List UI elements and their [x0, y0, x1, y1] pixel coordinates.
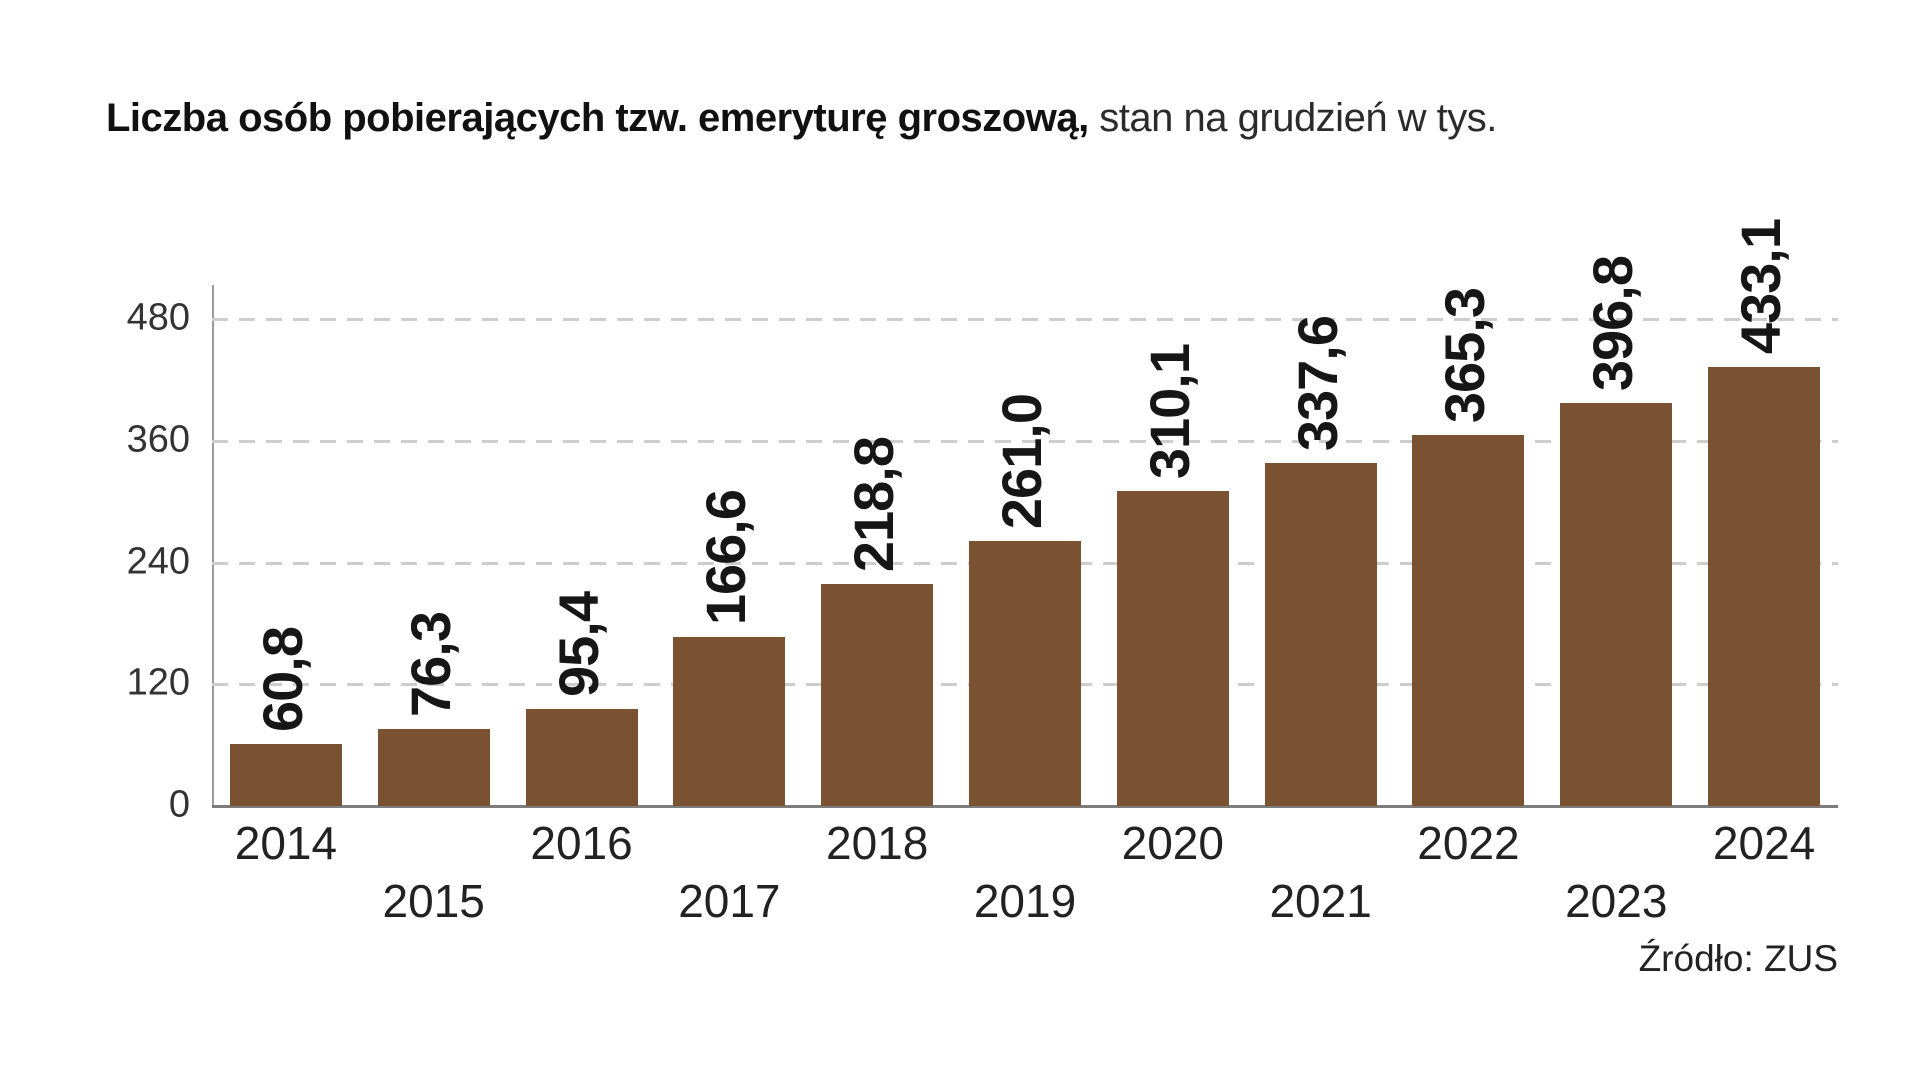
- source-label: Źródło: ZUS: [1638, 938, 1838, 979]
- y-axis-tick-label: 120: [126, 661, 190, 704]
- bar-value-label: 433,1: [1729, 219, 1793, 355]
- bar-2020: [1116, 491, 1229, 806]
- bar-value-label: 218,8: [842, 436, 906, 573]
- y-axis-tick-label: 480: [126, 296, 190, 339]
- bar-value-label: 310,1: [1137, 344, 1201, 480]
- y-axis-tick-label: 360: [126, 418, 190, 461]
- bar-2015: [377, 728, 490, 806]
- bar-2016: [525, 709, 638, 806]
- chart-title: Liczba osób pobierających tzw. emeryturę…: [106, 96, 1497, 141]
- x-axis-tick-label: 2024: [1712, 817, 1816, 869]
- bar-value-label: 365,3: [1433, 288, 1497, 424]
- chart-title-bold: Liczba osób pobierających tzw. emeryturę…: [106, 96, 1089, 140]
- bar-2023: [1560, 403, 1673, 806]
- x-axis-tick-label: 2019: [973, 875, 1077, 927]
- bar-2014: [229, 744, 342, 806]
- bar-chart-plot-area: 0 120 240 360 480 60,8 2014 76,3 2015 95,4 2016 166…: [127, 219, 1838, 924]
- chart-title-subtitle: stan na grudzień w tys.: [1088, 96, 1497, 140]
- bar-2022: [1412, 435, 1525, 806]
- bar-value-label: 76,3: [398, 611, 462, 717]
- bar-2024: [1708, 366, 1821, 806]
- x-axis-tick-label: 2017: [678, 875, 781, 927]
- x-axis-tick-label: 2015: [382, 875, 485, 927]
- y-axis-line: [212, 285, 214, 806]
- x-axis-tick-label: 2016: [530, 817, 633, 869]
- gridline: [212, 439, 1838, 443]
- bar-value-label: 261,0: [990, 394, 1053, 530]
- bar-value-label: 60,8: [250, 627, 314, 733]
- bar-2021: [1264, 463, 1377, 806]
- x-axis-tick-label: 2014: [234, 817, 338, 869]
- bar-2017: [673, 636, 786, 806]
- bar-value-label: 337,6: [1285, 316, 1349, 452]
- x-axis-tick-label: 2022: [1417, 817, 1520, 869]
- bar-value-label: 95,4: [546, 592, 610, 698]
- bar-value-label: 396,8: [1581, 256, 1645, 392]
- x-axis-tick-label: 2021: [1269, 875, 1372, 927]
- gridline: [212, 318, 1838, 321]
- bar-value-label: 166,6: [694, 489, 758, 625]
- x-axis-tick-label: 2023: [1565, 875, 1668, 927]
- y-axis-tick-label: 240: [126, 539, 190, 582]
- x-axis-tick-label: 2018: [826, 817, 929, 869]
- bar-2019: [969, 541, 1081, 806]
- y-axis-tick-label: 0: [168, 783, 190, 826]
- x-axis-tick-label: 2020: [1121, 817, 1224, 869]
- bar-2018: [821, 584, 934, 806]
- x-axis-line: [212, 805, 1838, 808]
